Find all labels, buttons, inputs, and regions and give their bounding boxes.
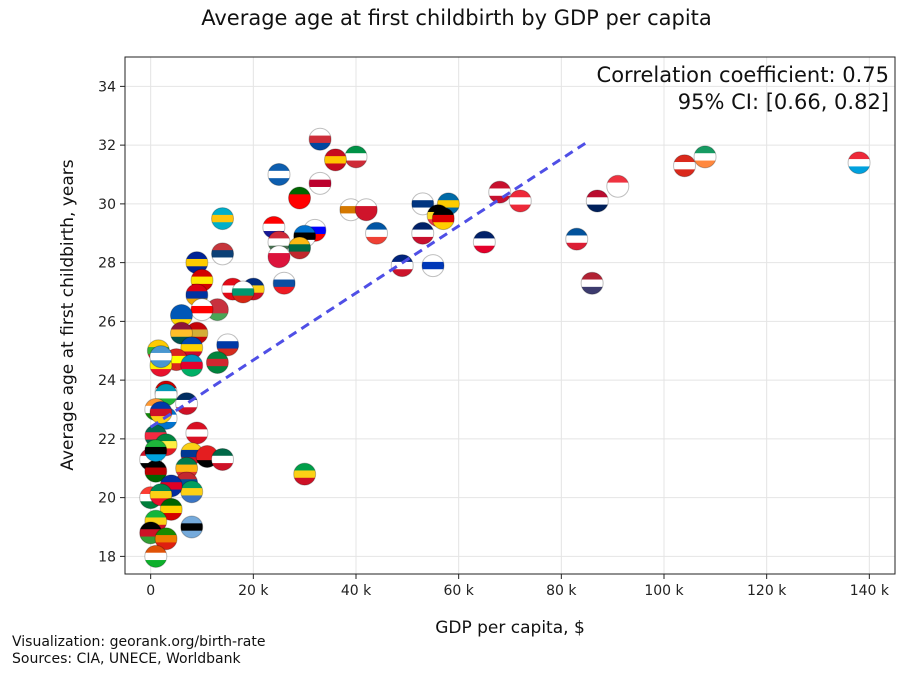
data-point [180, 515, 204, 539]
plot-frame [124, 56, 896, 575]
data-point [472, 230, 496, 254]
data-point [308, 171, 332, 195]
data-point [288, 186, 312, 210]
data-point [354, 198, 378, 222]
data-point [308, 127, 332, 151]
data-point [180, 480, 204, 504]
x-tick-label: 120 k [747, 583, 787, 599]
data-point [580, 271, 604, 295]
y-tick-label: 28 [98, 256, 116, 272]
x-axis-label: GDP per capita, $ [435, 618, 585, 638]
data-point [216, 333, 240, 357]
annotation-correlation: Correlation coefficient: 0.75 [597, 63, 889, 87]
footer: Visualization: georank.org/birth-rate So… [12, 634, 266, 668]
data-point [185, 421, 209, 445]
data-point [411, 192, 435, 216]
y-tick-label: 24 [98, 373, 116, 389]
footer-sources: Sources: CIA, UNECE, Worldbank [12, 651, 241, 667]
data-point [149, 345, 173, 369]
data-point [411, 221, 435, 245]
data-point [211, 447, 235, 471]
x-tick-label: 80 k [546, 583, 577, 599]
data-point [288, 236, 312, 260]
data-point [267, 163, 291, 186]
x-tick-label: 0 [146, 583, 155, 599]
trendline-layer [149, 140, 588, 429]
data-point [205, 351, 229, 374]
data-point [149, 400, 173, 424]
x-tick-label: 140 k [850, 583, 890, 599]
data-point [390, 254, 414, 278]
data-points [139, 127, 871, 568]
y-axis-label: Average age at first childbirth, years [58, 159, 78, 470]
data-point [211, 207, 235, 231]
data-point [190, 298, 214, 322]
y-tick-label: 18 [98, 549, 116, 565]
annotation-ci: 95% CI: [0.66, 0.82] [678, 90, 889, 114]
data-point [323, 148, 347, 172]
x-tick-label: 20 k [238, 583, 269, 599]
y-tick-label: 20 [98, 491, 116, 507]
y-tick-label: 30 [98, 197, 116, 213]
y-tick-label: 26 [98, 314, 116, 330]
data-point [421, 254, 445, 278]
data-point [431, 207, 455, 231]
data-point [231, 280, 255, 304]
y-tick-label: 32 [98, 138, 116, 154]
axes: 0 20 k 40 k 60 k 80 k 100 k 120 k 140 k 18 20 22 24… [98, 79, 890, 599]
data-point [606, 174, 630, 198]
footer-visualization-credit: Visualization: georank.org/birth-rate [12, 634, 266, 650]
grid [125, 57, 895, 574]
x-tick-label: 100 k [644, 583, 684, 599]
data-point [565, 227, 589, 251]
data-point [154, 527, 178, 551]
data-point [508, 189, 532, 213]
chart-title: Average age at first childbirth by GDP p… [201, 6, 712, 30]
x-tick-label: 40 k [341, 583, 372, 599]
data-point [293, 462, 317, 486]
data-point [144, 439, 168, 463]
data-point [365, 221, 389, 245]
data-point [585, 189, 609, 213]
data-point [180, 353, 204, 377]
data-point [144, 544, 168, 568]
data-point [673, 154, 697, 178]
x-tick-label: 60 k [443, 583, 474, 599]
y-tick-label: 34 [98, 79, 116, 95]
data-point [267, 245, 291, 269]
data-point [488, 180, 512, 204]
y-tick-label: 22 [98, 432, 116, 448]
data-point [211, 242, 235, 266]
data-point [847, 151, 871, 175]
data-point [344, 145, 368, 169]
data-point [159, 497, 183, 521]
data-point [693, 145, 717, 169]
data-point [272, 271, 296, 295]
data-point [175, 392, 199, 416]
trendline [149, 140, 588, 429]
